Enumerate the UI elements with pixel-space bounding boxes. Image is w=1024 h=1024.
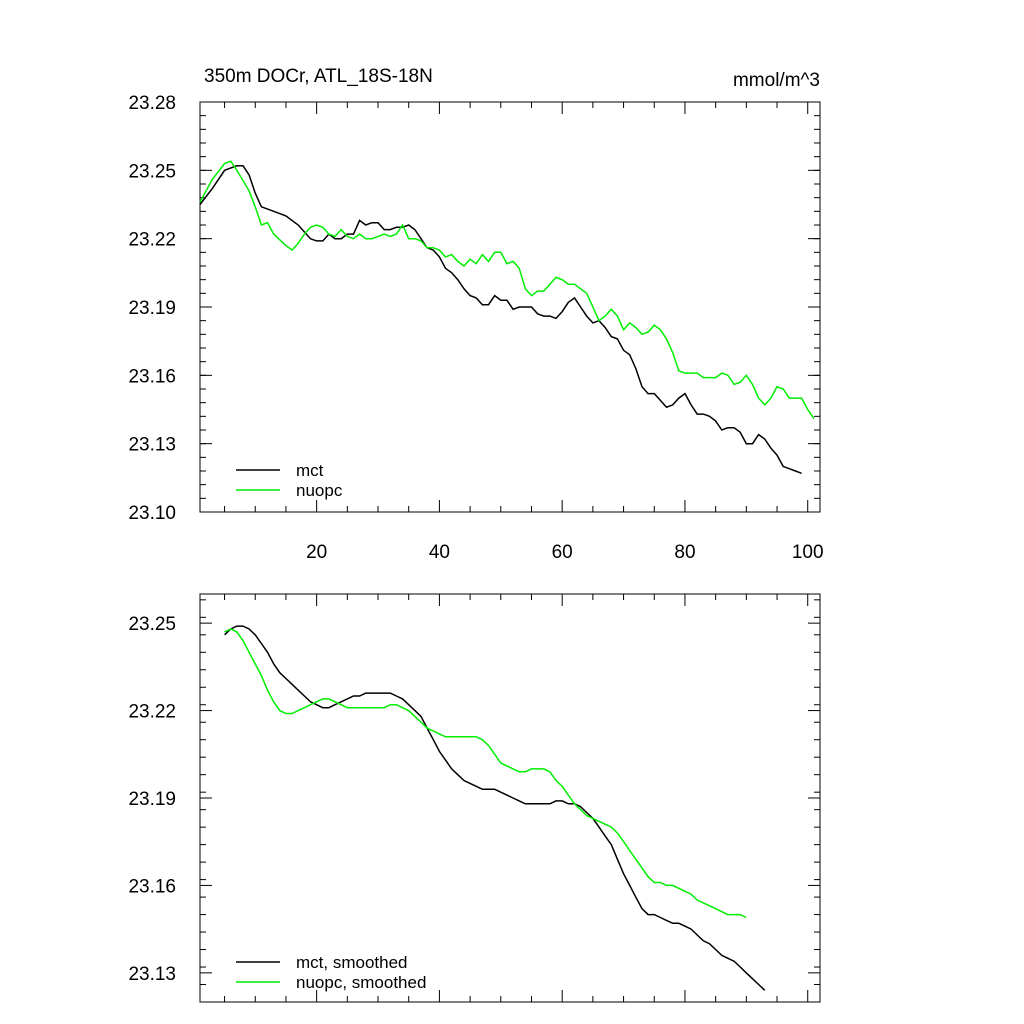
top-panel: 23.10 23.13 23.16 23.19 23.22 23.25 23.28 20 40 6…	[128, 93, 823, 563]
plot-frame	[199, 593, 821, 1003]
y-tick-label: 23.19	[128, 298, 176, 319]
plot-frame	[199, 101, 821, 513]
y-tick-label: 23.22	[128, 230, 176, 251]
legend-label: nuopc	[296, 481, 343, 500]
chart-title: 350m DOCr, ATL_18S-18N	[204, 66, 433, 87]
x-tick-label: 60	[552, 542, 573, 563]
series-line-mct	[199, 165, 802, 475]
x-tick-label: 20	[306, 542, 327, 563]
y-tick-label: 23.25	[128, 614, 176, 635]
y-tick-label: 23.22	[128, 702, 176, 723]
legend-label: mct, smoothed	[296, 953, 408, 972]
y-tick-label: 23.28	[128, 93, 176, 114]
units-label: mmol/m^3	[733, 70, 820, 91]
x-tick-label: 80	[674, 542, 695, 563]
y-tick-label: 23.13	[128, 964, 176, 985]
series-line-nuopc	[199, 160, 815, 420]
y-tick-label: 23.25	[128, 161, 176, 182]
y-tick-label: 23.10	[128, 503, 176, 524]
legend-label: nuopc, smoothed	[296, 973, 426, 992]
y-tick-label: 23.13	[128, 435, 176, 456]
y-tick-label: 23.16	[128, 876, 176, 897]
legend-label: mct	[296, 461, 324, 480]
x-tick-label: 100	[792, 542, 824, 563]
series-line-nuopc-smoothed	[224, 628, 747, 919]
bottom-panel: 23.13 23.16 23.19 23.22 23.25 mct, smoothednu…	[128, 593, 821, 1003]
series-line-mct-smoothed	[224, 625, 766, 991]
x-tick-label: 40	[429, 542, 450, 563]
y-tick-label: 23.19	[128, 789, 176, 810]
y-tick-label: 23.16	[128, 366, 176, 387]
